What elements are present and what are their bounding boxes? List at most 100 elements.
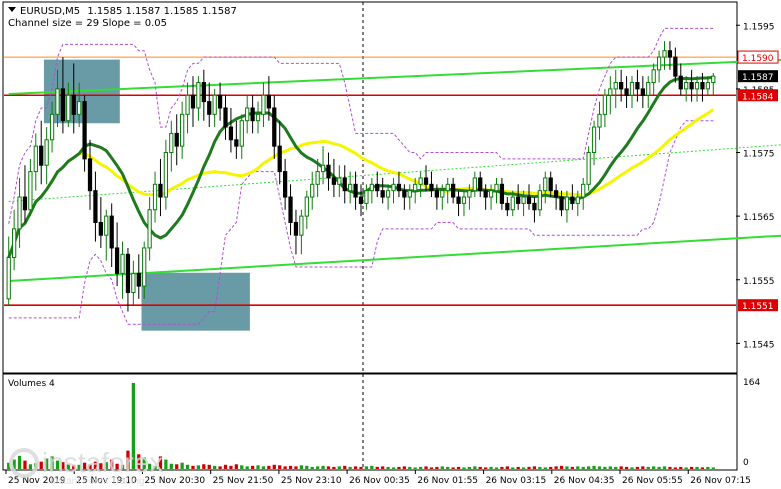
volume-bar	[55, 460, 60, 469]
candle-body	[131, 272, 136, 293]
candle-body	[304, 196, 309, 217]
volume-bar	[278, 465, 282, 469]
candle-body	[640, 88, 645, 96]
levels-layer	[4, 56, 736, 306]
candle-body	[293, 221, 299, 236]
candle-body	[337, 177, 342, 185]
volume-bar	[581, 466, 585, 469]
candle-body	[575, 196, 580, 204]
volume-bar	[641, 466, 645, 469]
volume-bar	[521, 467, 526, 469]
candle-body	[250, 107, 255, 122]
channel-line	[8, 58, 781, 95]
volume-bar	[164, 459, 168, 469]
volume-panel-label: Volumes 4	[8, 379, 55, 389]
volume-bar	[467, 466, 472, 469]
price-label-text: 1.1590	[742, 54, 774, 64]
candle-body	[673, 56, 678, 77]
candle-body	[646, 82, 651, 96]
volume-bar	[570, 466, 574, 469]
volume-bar	[316, 466, 320, 469]
volume-bar	[516, 466, 520, 469]
volume-bar	[348, 466, 352, 469]
candle-body	[255, 113, 261, 122]
candle-body	[77, 101, 82, 115]
volume-bar	[115, 463, 119, 469]
volume-bar	[397, 466, 401, 469]
volume-bar	[576, 466, 580, 469]
candle-body	[499, 183, 505, 204]
candle-body	[6, 256, 11, 300]
volume-bar	[245, 466, 249, 469]
y-tick-label: 1.1555	[743, 277, 775, 287]
candle-body	[413, 183, 418, 192]
volume-bar	[299, 465, 304, 469]
candle-body	[245, 107, 250, 122]
candle-body	[93, 190, 98, 223]
candle-body	[445, 183, 450, 192]
volume-bar	[99, 463, 103, 469]
candle-body	[136, 272, 141, 287]
volume-bar	[202, 464, 206, 469]
candle-body	[440, 190, 445, 198]
candle-body	[586, 152, 591, 185]
volume-bar	[646, 466, 650, 469]
candle-body	[261, 94, 266, 115]
volume-bar	[408, 466, 412, 469]
volume-bar	[23, 460, 27, 469]
candle-body	[662, 50, 667, 58]
volume-bar	[12, 459, 16, 469]
volume-bar	[137, 454, 141, 469]
volume-bar	[451, 467, 455, 469]
x-tick-label: 26 Nov 04:35	[554, 476, 615, 486]
volume-bar	[207, 464, 211, 469]
volume-bar	[505, 466, 509, 469]
candle-body	[12, 228, 17, 258]
watermark-logo-icon	[9, 448, 39, 478]
volume-bar	[17, 455, 22, 469]
candle-body	[364, 190, 369, 204]
candle-body	[66, 94, 71, 122]
bollinger-upper-line	[8, 27, 714, 224]
candle-body	[407, 190, 412, 198]
candle-body	[651, 69, 656, 84]
candle-body	[228, 126, 234, 141]
bollinger-layer	[8, 27, 714, 325]
volume-bar	[473, 466, 477, 469]
volume-bar	[711, 467, 715, 469]
price-labels-layer: 1.1590 1.1587 1.1584 1.1551	[737, 50, 779, 312]
candle-body	[272, 107, 277, 147]
candle-body	[667, 50, 673, 58]
volume-bar	[494, 467, 499, 469]
candle-body	[629, 82, 635, 96]
volume-bar	[706, 466, 710, 469]
candle-body	[472, 177, 477, 192]
candle-body	[87, 158, 93, 192]
volume-bar	[700, 467, 705, 469]
candle-body	[185, 94, 190, 115]
candle-body	[543, 177, 548, 192]
volume-bar	[326, 466, 331, 469]
candle-body	[223, 107, 228, 128]
candle-body	[353, 183, 358, 198]
candle-body	[142, 247, 147, 287]
volume-bar	[261, 466, 266, 469]
candle-body	[434, 190, 440, 198]
price-label-text: 1.1584	[742, 92, 774, 102]
volume-bar	[391, 467, 396, 469]
collapse-triangle-icon[interactable]	[8, 7, 16, 12]
volume-bar	[635, 466, 640, 469]
channel-info: Channel size = 29 Slope = 0.05	[8, 18, 167, 29]
candle-body	[196, 82, 201, 109]
volume-bar	[402, 466, 406, 469]
volume-bar	[597, 466, 602, 469]
candle-body	[320, 164, 326, 173]
candle-body	[266, 94, 271, 109]
volume-bar	[283, 466, 287, 469]
candle-body	[510, 196, 515, 211]
volume-bar	[511, 467, 515, 469]
volume-bar	[223, 464, 228, 469]
candle-body	[71, 94, 76, 115]
volume-bar	[332, 466, 336, 469]
volume-bar	[630, 467, 634, 469]
